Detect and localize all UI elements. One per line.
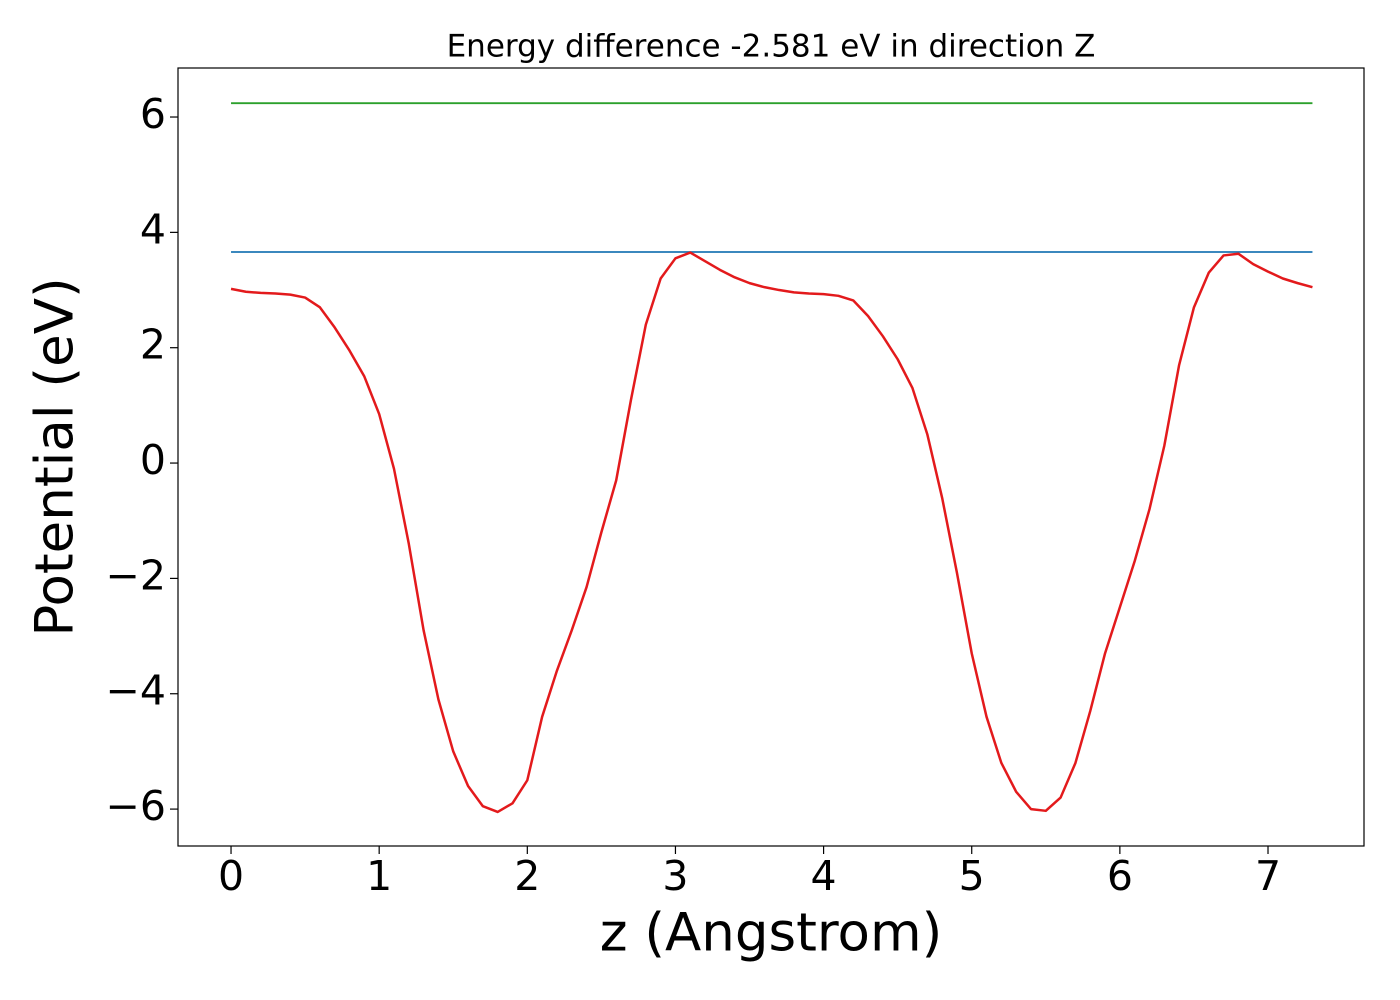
x-tick-label: 0 — [218, 852, 244, 900]
y-tick-label: −2 — [106, 551, 166, 599]
x-tick-label: 6 — [1107, 852, 1133, 900]
x-tick-label: 7 — [1255, 852, 1281, 900]
x-tick-label: 4 — [811, 852, 837, 900]
x-tick-label: 5 — [959, 852, 985, 900]
x-tick-label: 1 — [366, 852, 392, 900]
y-axis-label: Potential (eV) — [25, 277, 86, 636]
y-tick-label: 6 — [140, 90, 166, 138]
x-tick-label: 2 — [514, 852, 540, 900]
y-tick-label: 0 — [140, 436, 166, 484]
y-tick-label: 2 — [140, 321, 166, 369]
x-axis-label: z (Angstrom) — [600, 903, 943, 964]
y-tick-label: −4 — [106, 667, 166, 715]
y-tick-label: −6 — [106, 782, 166, 830]
series-line — [230, 251, 1313, 814]
chart-title: Energy difference -2.581 eV in direction… — [447, 29, 1096, 65]
x-tick-label: 3 — [662, 852, 688, 900]
y-tick-label: 4 — [140, 205, 166, 253]
plot-frame — [177, 67, 1365, 847]
